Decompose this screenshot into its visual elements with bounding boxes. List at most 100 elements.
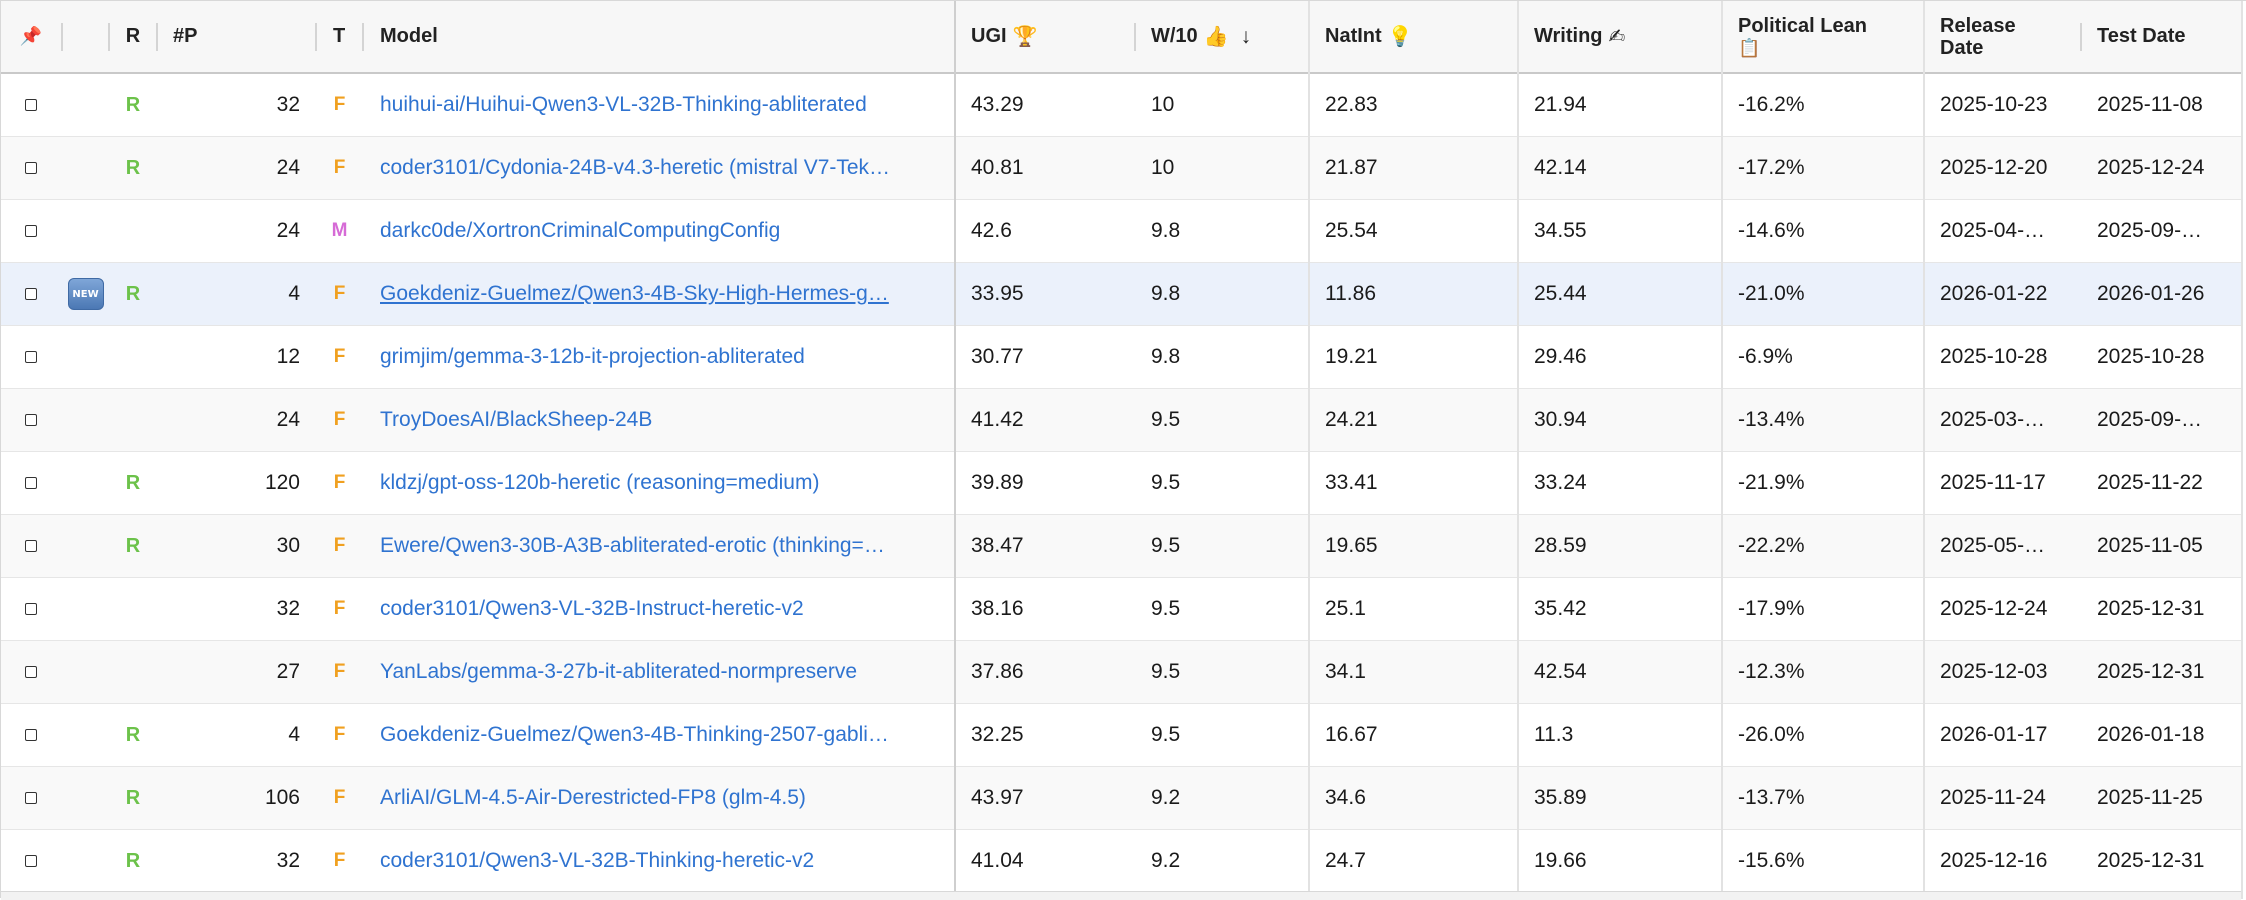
pin-checkbox[interactable] <box>25 477 37 489</box>
model-link[interactable]: coder3101/Qwen3-VL-32B-Thinking-heretic-… <box>380 849 815 872</box>
model-link[interactable]: coder3101/Cydonia-24B-v4.3-heretic (mist… <box>380 156 891 179</box>
model-link[interactable]: Goekdeniz-Guelmez/Qwen3-4B-Sky-High-Herm… <box>380 282 889 305</box>
model-link[interactable]: YanLabs/gemma-3-27b-it-abliterated-normp… <box>380 660 858 683</box>
test-date-value: 2025-11-08 <box>2097 93 2203 116</box>
model-cell[interactable]: ArliAI/GLM-4.5-Air-Derestricted-FP8 (glm… <box>365 767 953 829</box>
model-cell[interactable]: Goekdeniz-Guelmez/Qwen3-4B-Thinking-2507… <box>365 704 953 766</box>
table-row[interactable]: R 106 F ArliAI/GLM-4.5-Air-Derestricted-FP8… <box>1 767 2241 830</box>
pin-checkbox-cell[interactable] <box>1 830 61 892</box>
pin-checkbox-cell[interactable] <box>1 452 61 514</box>
pin-checkbox[interactable] <box>25 99 37 111</box>
new-badge-cell: NEW <box>63 263 108 325</box>
reasoning-flag-cell: R <box>110 263 156 325</box>
political-lean-column-header[interactable]: Political Lean 📋 <box>1723 1 1923 72</box>
table-row[interactable]: R 30 F Ewere/Qwen3-30B-A3B-abliterated-erot… <box>1 515 2241 578</box>
model-link[interactable]: kldzj/gpt-oss-120b-heretic (reasoning=me… <box>380 471 820 494</box>
model-cell[interactable]: grimjim/gemma-3-12b-it-projection-ablite… <box>365 326 953 388</box>
reasoning-flag-cell: R <box>110 767 156 829</box>
pin-checkbox-cell[interactable] <box>1 137 61 199</box>
model-link[interactable]: ArliAI/GLM-4.5-Air-Derestricted-FP8 (glm… <box>380 786 806 809</box>
model-cell[interactable]: coder3101/Cydonia-24B-v4.3-heretic (mist… <box>365 137 953 199</box>
type-cell: F <box>317 767 362 829</box>
writing-cell: 11.3 <box>1519 704 1721 766</box>
model-cell[interactable]: YanLabs/gemma-3-27b-it-abliterated-normp… <box>365 641 953 703</box>
pin-checkbox-cell[interactable] <box>1 704 61 766</box>
pin-checkbox-cell[interactable] <box>1 641 61 703</box>
pin-checkbox-cell[interactable] <box>1 515 61 577</box>
table-row[interactable]: 24 F TroyDoesAI/BlackSheep-24B 41.42 9.5 24.2… <box>1 389 2241 452</box>
ugi-cell: 33.95 <box>956 263 1134 325</box>
type-column-header[interactable]: T <box>317 1 362 72</box>
model-link[interactable]: grimjim/gemma-3-12b-it-projection-ablite… <box>380 345 805 368</box>
pin-checkbox[interactable] <box>25 225 37 237</box>
pin-checkbox[interactable] <box>25 414 37 426</box>
ugi-column-header[interactable]: UGI 🏆 <box>956 1 1134 72</box>
test-date-column-header[interactable]: Test Date <box>2082 1 2241 72</box>
model-link[interactable]: TroyDoesAI/BlackSheep-24B <box>380 408 653 431</box>
release-date-column-header[interactable]: Release Date <box>1925 1 2080 72</box>
model-link[interactable]: darkc0de/XortronCriminalComputingConfig <box>380 219 781 242</box>
writing-value: 21.94 <box>1534 93 1587 116</box>
writing-column-header[interactable]: Writing ✍ <box>1519 1 1721 72</box>
model-cell[interactable]: kldzj/gpt-oss-120b-heretic (reasoning=me… <box>365 452 953 514</box>
pin-checkbox[interactable] <box>25 162 37 174</box>
pin-checkbox[interactable] <box>25 351 37 363</box>
natint-value: 21.87 <box>1325 156 1378 179</box>
pin-checkbox-cell[interactable] <box>1 200 61 262</box>
release-date-value: 2025-12-03 <box>1940 660 2048 683</box>
w10-column-header[interactable]: W/10 👍 ↓ <box>1136 1 1308 72</box>
pin-checkbox-cell[interactable] <box>1 578 61 640</box>
pin-checkbox[interactable] <box>25 792 37 804</box>
release-date-value: 2025-12-20 <box>1940 156 2048 179</box>
pin-checkbox[interactable] <box>25 540 37 552</box>
model-link[interactable]: coder3101/Qwen3-VL-32B-Instruct-heretic-… <box>380 597 804 620</box>
model-cell[interactable]: Goekdeniz-Guelmez/Qwen3-4B-Sky-High-Herm… <box>365 263 953 325</box>
pin-checkbox-cell[interactable] <box>1 767 61 829</box>
writing-cell: 25.44 <box>1519 263 1721 325</box>
pin-checkbox-cell[interactable] <box>1 263 61 325</box>
w10-cell: 9.8 <box>1136 200 1308 262</box>
test-date-cell: 2025-12-24 <box>2082 137 2241 199</box>
pin-checkbox[interactable] <box>25 729 37 741</box>
sort-descending-icon[interactable]: ↓ <box>1240 24 1252 48</box>
params-cell: 32 <box>158 578 315 640</box>
model-cell[interactable]: coder3101/Qwen3-VL-32B-Instruct-heretic-… <box>365 578 953 640</box>
natint-column-header[interactable]: NatInt 💡 <box>1310 1 1517 72</box>
params-column-header[interactable]: #P <box>158 1 315 72</box>
model-cell[interactable]: coder3101/Qwen3-VL-32B-Thinking-heretic-… <box>365 830 953 892</box>
model-link[interactable]: Goekdeniz-Guelmez/Qwen3-4B-Thinking-2507… <box>380 723 889 746</box>
pin-checkbox-cell[interactable] <box>1 389 61 451</box>
pin-checkbox[interactable] <box>25 666 37 678</box>
pin-column-header[interactable]: 📌 <box>1 1 61 72</box>
table-row[interactable]: R 4 F Goekdeniz-Guelmez/Qwen3-4B-Thinking-2… <box>1 704 2241 767</box>
writing-cell: 29.46 <box>1519 326 1721 388</box>
model-column-header[interactable]: Model <box>365 1 955 72</box>
writing-value: 30.94 <box>1534 408 1587 431</box>
horizontal-scrollbar[interactable] <box>1 891 2241 900</box>
model-cell[interactable]: huihui-ai/Huihui-Qwen3-VL-32B-Thinking-a… <box>365 74 953 136</box>
pin-checkbox-cell[interactable] <box>1 326 61 388</box>
model-link[interactable]: Ewere/Qwen3-30B-A3B-abliterated-erotic (… <box>380 534 885 557</box>
w10-value: 9.8 <box>1151 282 1181 305</box>
w10-cell: 9.8 <box>1136 263 1308 325</box>
model-link[interactable]: huihui-ai/Huihui-Qwen3-VL-32B-Thinking-a… <box>380 93 867 116</box>
pin-checkbox[interactable] <box>25 603 37 615</box>
model-cell[interactable]: TroyDoesAI/BlackSheep-24B <box>365 389 953 451</box>
model-cell[interactable]: darkc0de/XortronCriminalComputingConfig <box>365 200 953 262</box>
writing-cell: 19.66 <box>1519 830 1721 892</box>
reasoning-column-header[interactable]: R <box>110 1 156 72</box>
model-cell[interactable]: Ewere/Qwen3-30B-A3B-abliterated-erotic (… <box>365 515 953 577</box>
pin-checkbox-cell[interactable] <box>1 74 61 136</box>
pin-checkbox[interactable] <box>25 288 37 300</box>
pin-checkbox[interactable] <box>25 855 37 867</box>
table-row[interactable]: NEW R 4 F Goekdeniz-Guelmez/Qwen3-4B-Sky-Hig… <box>1 263 2241 326</box>
new-column-header[interactable] <box>63 1 108 72</box>
table-row[interactable]: 27 F YanLabs/gemma-3-27b-it-abliterated-no… <box>1 641 2241 704</box>
